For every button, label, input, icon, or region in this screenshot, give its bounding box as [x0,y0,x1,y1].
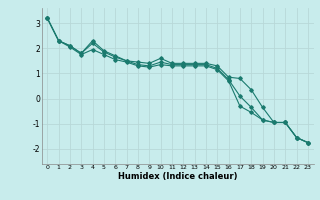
X-axis label: Humidex (Indice chaleur): Humidex (Indice chaleur) [118,172,237,181]
